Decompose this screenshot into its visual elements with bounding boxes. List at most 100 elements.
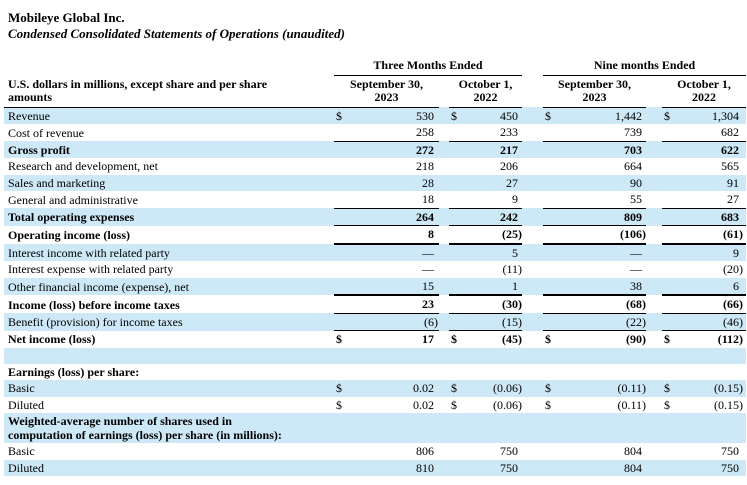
cell-value: 1 — [464, 277, 522, 296]
value-text: 1 — [512, 278, 518, 293]
cell-value: 91 — [678, 175, 746, 192]
cell-value: (25) — [464, 225, 522, 245]
column-gap — [646, 208, 662, 226]
cell-value: 810 — [350, 460, 439, 477]
value-text: 0.02 — [413, 381, 434, 395]
dollar-sign — [662, 158, 678, 175]
dollar-sign — [543, 191, 559, 209]
dollar-sign — [662, 261, 678, 278]
table-row: Sales and marketing 28 27 90 91 — [4, 174, 747, 192]
dollar-sign: $ — [336, 332, 342, 346]
dollar-sign — [449, 208, 464, 226]
table-row: Weighted-average number of shares used i… — [4, 413, 747, 443]
table-row: Basic $0.02 $ (0.06) $ (0.11) $ (0.15) — [4, 380, 747, 397]
column-gap — [522, 191, 543, 208]
value-text: 27 — [506, 175, 518, 190]
value-text: (66) — [723, 297, 744, 311]
column-gap — [439, 313, 449, 331]
dollar-sign — [334, 295, 350, 314]
dollar-sign: $ — [545, 381, 551, 395]
dollar-sign — [543, 460, 559, 477]
cell-value: 15 — [350, 277, 439, 296]
cell-value: 258 — [350, 124, 439, 142]
column-gap — [646, 278, 662, 296]
cell-value: 264 — [350, 208, 439, 226]
value-text: 1,304 — [712, 108, 740, 123]
column-gap — [522, 278, 543, 296]
cell-value: 682 — [678, 124, 747, 142]
cell-value: 0.02 — [350, 380, 439, 397]
dollar-sign — [449, 225, 464, 245]
table-row: Net income (loss) $17 $ (45) $ (90) $ (112) — [4, 331, 746, 348]
dollar-sign: $ — [451, 108, 457, 123]
row-label: Research and development, net — [8, 159, 158, 173]
value-text: 664 — [624, 159, 642, 173]
table-row: Operating income (loss) 8 (25) (106) (61) — [4, 225, 747, 245]
value-text: (90) — [626, 332, 646, 346]
row-label: Sales and marketing — [8, 175, 106, 190]
column-gap — [439, 460, 449, 477]
dollar-sign — [449, 460, 464, 477]
cell-value: (20) — [678, 261, 746, 278]
value-text: — — [422, 245, 434, 260]
table-row: Other financial income (expense), net 15 1… — [4, 277, 747, 296]
column-header-row: September 30, 2023 October 1, 2022 Septemb… — [4, 75, 747, 108]
column-gap — [439, 175, 449, 192]
dollar-sign — [662, 460, 678, 477]
dollar-sign: $ — [664, 108, 670, 123]
column-gap — [646, 443, 662, 460]
row-label: Benefit (provision) for income taxes — [8, 315, 183, 329]
section-label: Earnings (loss) per share: — [8, 364, 140, 379]
value-text: 23 — [422, 297, 434, 311]
value-text: 55 — [630, 192, 642, 206]
dollar-sign — [449, 175, 464, 192]
dollar-sign — [662, 175, 678, 192]
column-gap — [646, 191, 662, 208]
column-gap — [522, 124, 543, 141]
cell-value: 565 — [678, 158, 746, 175]
period-group-three-months: Three Months Ended — [334, 57, 522, 76]
dollar-sign — [334, 313, 350, 331]
cell-value: (68) — [559, 295, 646, 314]
value-text: 242 — [500, 209, 518, 224]
dollar-sign — [662, 141, 678, 158]
dollar-sign — [449, 295, 464, 314]
value-text: 6 — [733, 278, 740, 293]
value-text: 258 — [416, 125, 434, 139]
table-row: Diluted $0.02 $ (0.06) $ (0.11) $ (0.15) — [4, 397, 746, 414]
cell-value: 90 — [559, 175, 646, 192]
column-header-1: September 30, 2023 — [334, 75, 439, 108]
dollar-sign: $ — [451, 397, 457, 412]
row-label: Gross profit — [8, 142, 70, 157]
cell-value: 206 — [464, 158, 522, 175]
value-text: 218 — [416, 159, 434, 173]
cell-value: (0.11) — [559, 380, 646, 397]
cell-value: (15) — [464, 313, 522, 331]
table-row: Benefit (provision) for income taxes (6) (… — [4, 313, 747, 331]
dollar-sign — [662, 225, 678, 245]
dollar-sign: $ — [545, 108, 551, 123]
dollar-sign — [334, 244, 350, 262]
cell-value: 6 — [678, 277, 747, 296]
cell-value: — — [559, 261, 646, 278]
value-text: 565 — [721, 159, 740, 173]
value-text: 15 — [422, 278, 434, 293]
statement-header: U.S. dollars in millions, except share a… — [4, 57, 747, 108]
row-label: Revenue — [8, 108, 50, 123]
dollar-sign: $ — [664, 381, 670, 395]
column-gap — [439, 226, 449, 244]
statement-body: Revenue $530 $450 $1,442 $1,304 Cost of reven… — [4, 107, 747, 477]
column-gap — [439, 295, 449, 313]
column-gap — [522, 313, 543, 331]
value-text: 5 — [512, 245, 518, 260]
cell-value: 272 — [350, 141, 439, 158]
cell-value: 750 — [464, 460, 522, 477]
value-text: (20) — [723, 262, 744, 276]
value-text: 90 — [630, 175, 642, 190]
dollar-sign — [449, 158, 464, 175]
column-gap — [522, 443, 543, 460]
value-text: 206 — [500, 159, 518, 173]
column-gap — [522, 107, 543, 124]
value-text: (0.15) — [714, 381, 744, 395]
